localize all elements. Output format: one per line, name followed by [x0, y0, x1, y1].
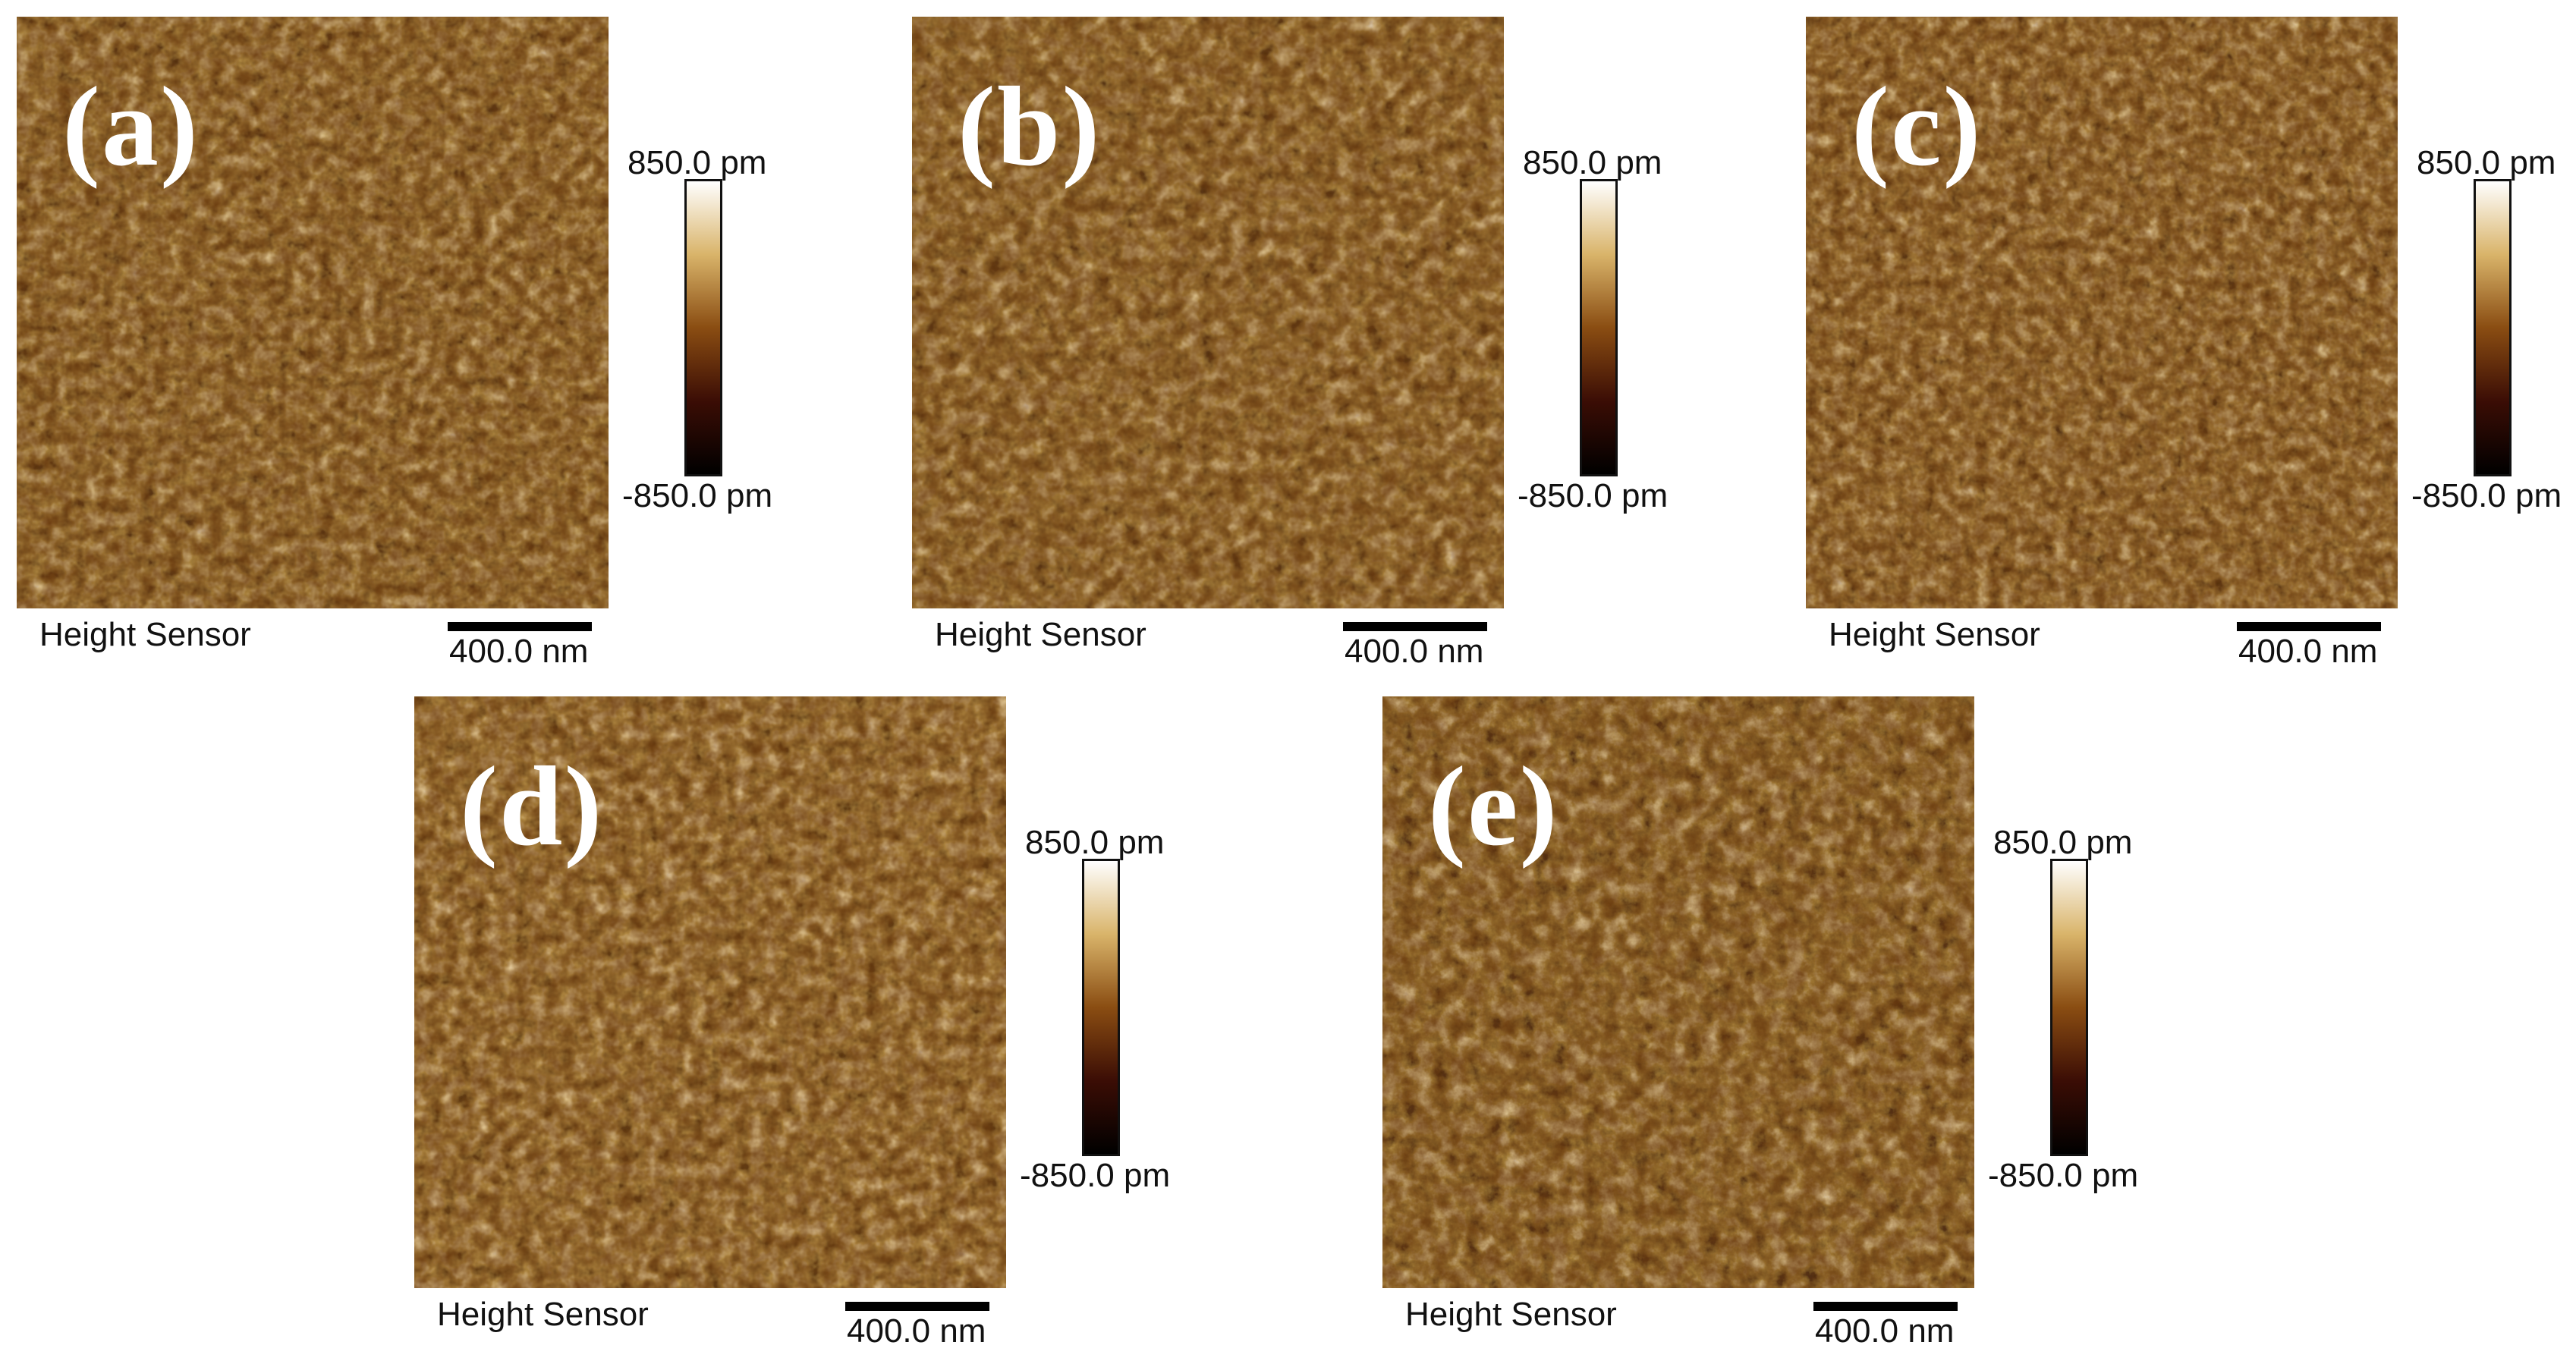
- colorbar-min-label: -850.0 pm: [1020, 1157, 1171, 1194]
- colorbar-max-label: 850.0 pm: [1993, 824, 2133, 861]
- scale-bar-label: 400.0 nm: [847, 1312, 986, 1350]
- channel-label: Height Sensor: [1405, 1296, 1617, 1333]
- afm-height-image: [912, 17, 1504, 608]
- colorbar-max-label: 850.0 pm: [627, 144, 767, 181]
- afm-panel-d: (d) 850.0 pm -850.0 pm Height Sensor 400…: [414, 696, 1294, 1364]
- height-texture: [912, 17, 1504, 608]
- height-texture: [1806, 17, 2398, 608]
- scale-bar: [1813, 1302, 1958, 1311]
- panel-label: (e): [1428, 743, 1559, 869]
- colorbar-max-label: 850.0 pm: [1025, 824, 1165, 861]
- afm-height-image: [1382, 696, 1974, 1288]
- height-colorbar: [2474, 179, 2512, 476]
- colorbar-max-label: 850.0 pm: [1523, 144, 1662, 181]
- panel-label: (a): [62, 64, 200, 190]
- colorbar-min-label: -850.0 pm: [1988, 1157, 2139, 1194]
- panel-label: (d): [460, 743, 604, 869]
- height-colorbar: [1580, 179, 1618, 476]
- channel-label: Height Sensor: [1829, 616, 2040, 653]
- height-colorbar: [684, 179, 722, 476]
- afm-height-image: [414, 696, 1006, 1288]
- scale-bar: [1343, 622, 1487, 631]
- colorbar-max-label: 850.0 pm: [2417, 144, 2556, 181]
- afm-height-image: [17, 17, 609, 608]
- colorbar-min-label: -850.0 pm: [2411, 477, 2562, 514]
- channel-label: Height Sensor: [935, 616, 1146, 653]
- scale-bar: [2237, 622, 2381, 631]
- afm-panel-b: (b) 850.0 pm -850.0 pm Height Sensor 400…: [912, 17, 1792, 684]
- panel-label: (c): [1851, 64, 1983, 190]
- height-colorbar: [1082, 859, 1120, 1156]
- afm-panel-c: (c) 850.0 pm -850.0 pm Height Sensor 400…: [1806, 17, 2576, 684]
- height-texture: [17, 17, 609, 608]
- scale-bar-label: 400.0 nm: [449, 633, 589, 670]
- channel-label: Height Sensor: [437, 1296, 649, 1333]
- scale-bar-label: 400.0 nm: [1345, 633, 1484, 670]
- scale-bar-label: 400.0 nm: [1815, 1312, 1955, 1350]
- height-colorbar: [2050, 859, 2088, 1156]
- scale-bar: [448, 622, 592, 631]
- afm-panel-a: (a) 850.0 pm -850.0 pm Height Sensor 400…: [17, 17, 897, 684]
- scale-bar: [845, 1302, 989, 1311]
- colorbar-min-label: -850.0 pm: [1518, 477, 1669, 514]
- afm-panel-e: (e) 850.0 pm -850.0 pm Height Sensor 400…: [1382, 696, 2263, 1364]
- channel-label: Height Sensor: [39, 616, 251, 653]
- scale-bar-label: 400.0 nm: [2238, 633, 2378, 670]
- colorbar-min-label: -850.0 pm: [622, 477, 773, 514]
- afm-height-image: [1806, 17, 2398, 608]
- height-texture: [414, 696, 1006, 1288]
- panel-label: (b): [958, 64, 1102, 190]
- height-texture: [1382, 696, 1974, 1288]
